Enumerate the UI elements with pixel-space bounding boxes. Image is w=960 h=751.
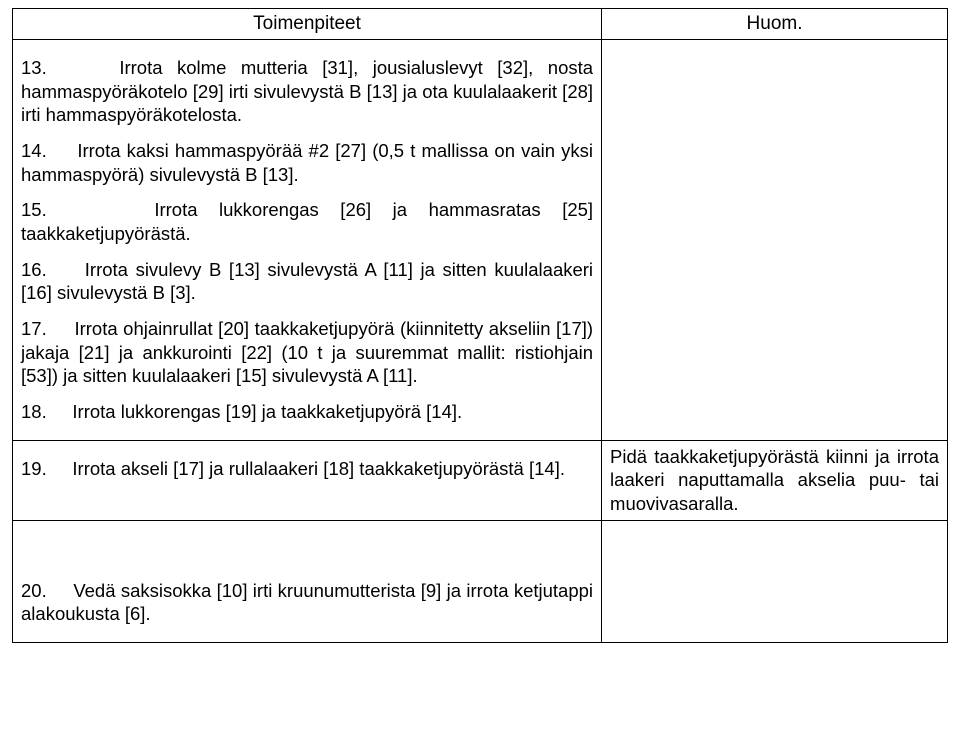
table-row: 13. Irrota kolme mutteria [31], jousialu… [13,40,948,441]
step-text: Irrota lukkorengas [19] ja taakkaketjupy… [72,401,462,422]
step-number: 20. [21,579,47,603]
table-row: 19. Irrota akseli [17] ja rullalaakeri [… [13,440,948,520]
step-number: 13. [21,56,47,80]
gap [21,525,593,567]
step-text: Vedä saksisokka [10] irti kruunumutteris… [21,580,593,625]
steps-cell: 20. Vedä saksisokka [10] irti kruunumutt… [13,520,602,642]
step: 16. Irrota sivulevy B [13] sivulevystä A… [21,258,593,305]
step-number: 14. [21,139,47,163]
step: 19. Irrota akseli [17] ja rullalaakeri [… [21,457,593,481]
step-number: 16. [21,258,47,282]
step-number: 19. [21,457,47,481]
table-row: 20. Vedä saksisokka [10] irti kruunumutt… [13,520,948,642]
step-text: Irrota sivulevy B [13] sivulevystä A [11… [21,259,593,304]
header-right: Huom. [602,9,948,40]
note-text: Pidä taakkaketjupyörästä kiinni ja irrot… [610,445,939,516]
step: 17. Irrota ohjainrullat [20] taakkaketju… [21,317,593,388]
step: 18. Irrota lukkorengas [19] ja taakkaket… [21,400,593,424]
header-left: Toimenpiteet [13,9,602,40]
note-cell [602,40,948,441]
step-text: Irrota kaksi hammaspyörää #2 [27] (0,5 t… [21,140,593,185]
step-number: 15. [21,198,47,222]
step-text: Irrota lukkorengas [26] ja hammasratas [… [21,199,593,244]
step: 13. Irrota kolme mutteria [31], jousialu… [21,56,593,127]
step-number: 17. [21,317,47,341]
note-cell: Pidä taakkaketjupyörästä kiinni ja irrot… [602,440,948,520]
step: 20. Vedä saksisokka [10] irti kruunumutt… [21,579,593,626]
step-number: 18. [21,400,47,424]
note-cell [602,520,948,642]
step-text: Irrota akseli [17] ja rullalaakeri [18] … [72,458,565,479]
step-text: Irrota ohjainrullat [20] taakkaketjupyör… [21,318,593,386]
steps-cell: 19. Irrota akseli [17] ja rullalaakeri [… [13,440,602,520]
step: 14. Irrota kaksi hammaspyörää #2 [27] (0… [21,139,593,186]
step-text: Irrota kolme mutteria [31], jousialuslev… [21,57,593,125]
procedure-table: Toimenpiteet Huom. 13. Irrota kolme mutt… [12,8,948,643]
step: 15. Irrota lukkorengas [26] ja hammasrat… [21,198,593,245]
steps-cell: 13. Irrota kolme mutteria [31], jousialu… [13,40,602,441]
